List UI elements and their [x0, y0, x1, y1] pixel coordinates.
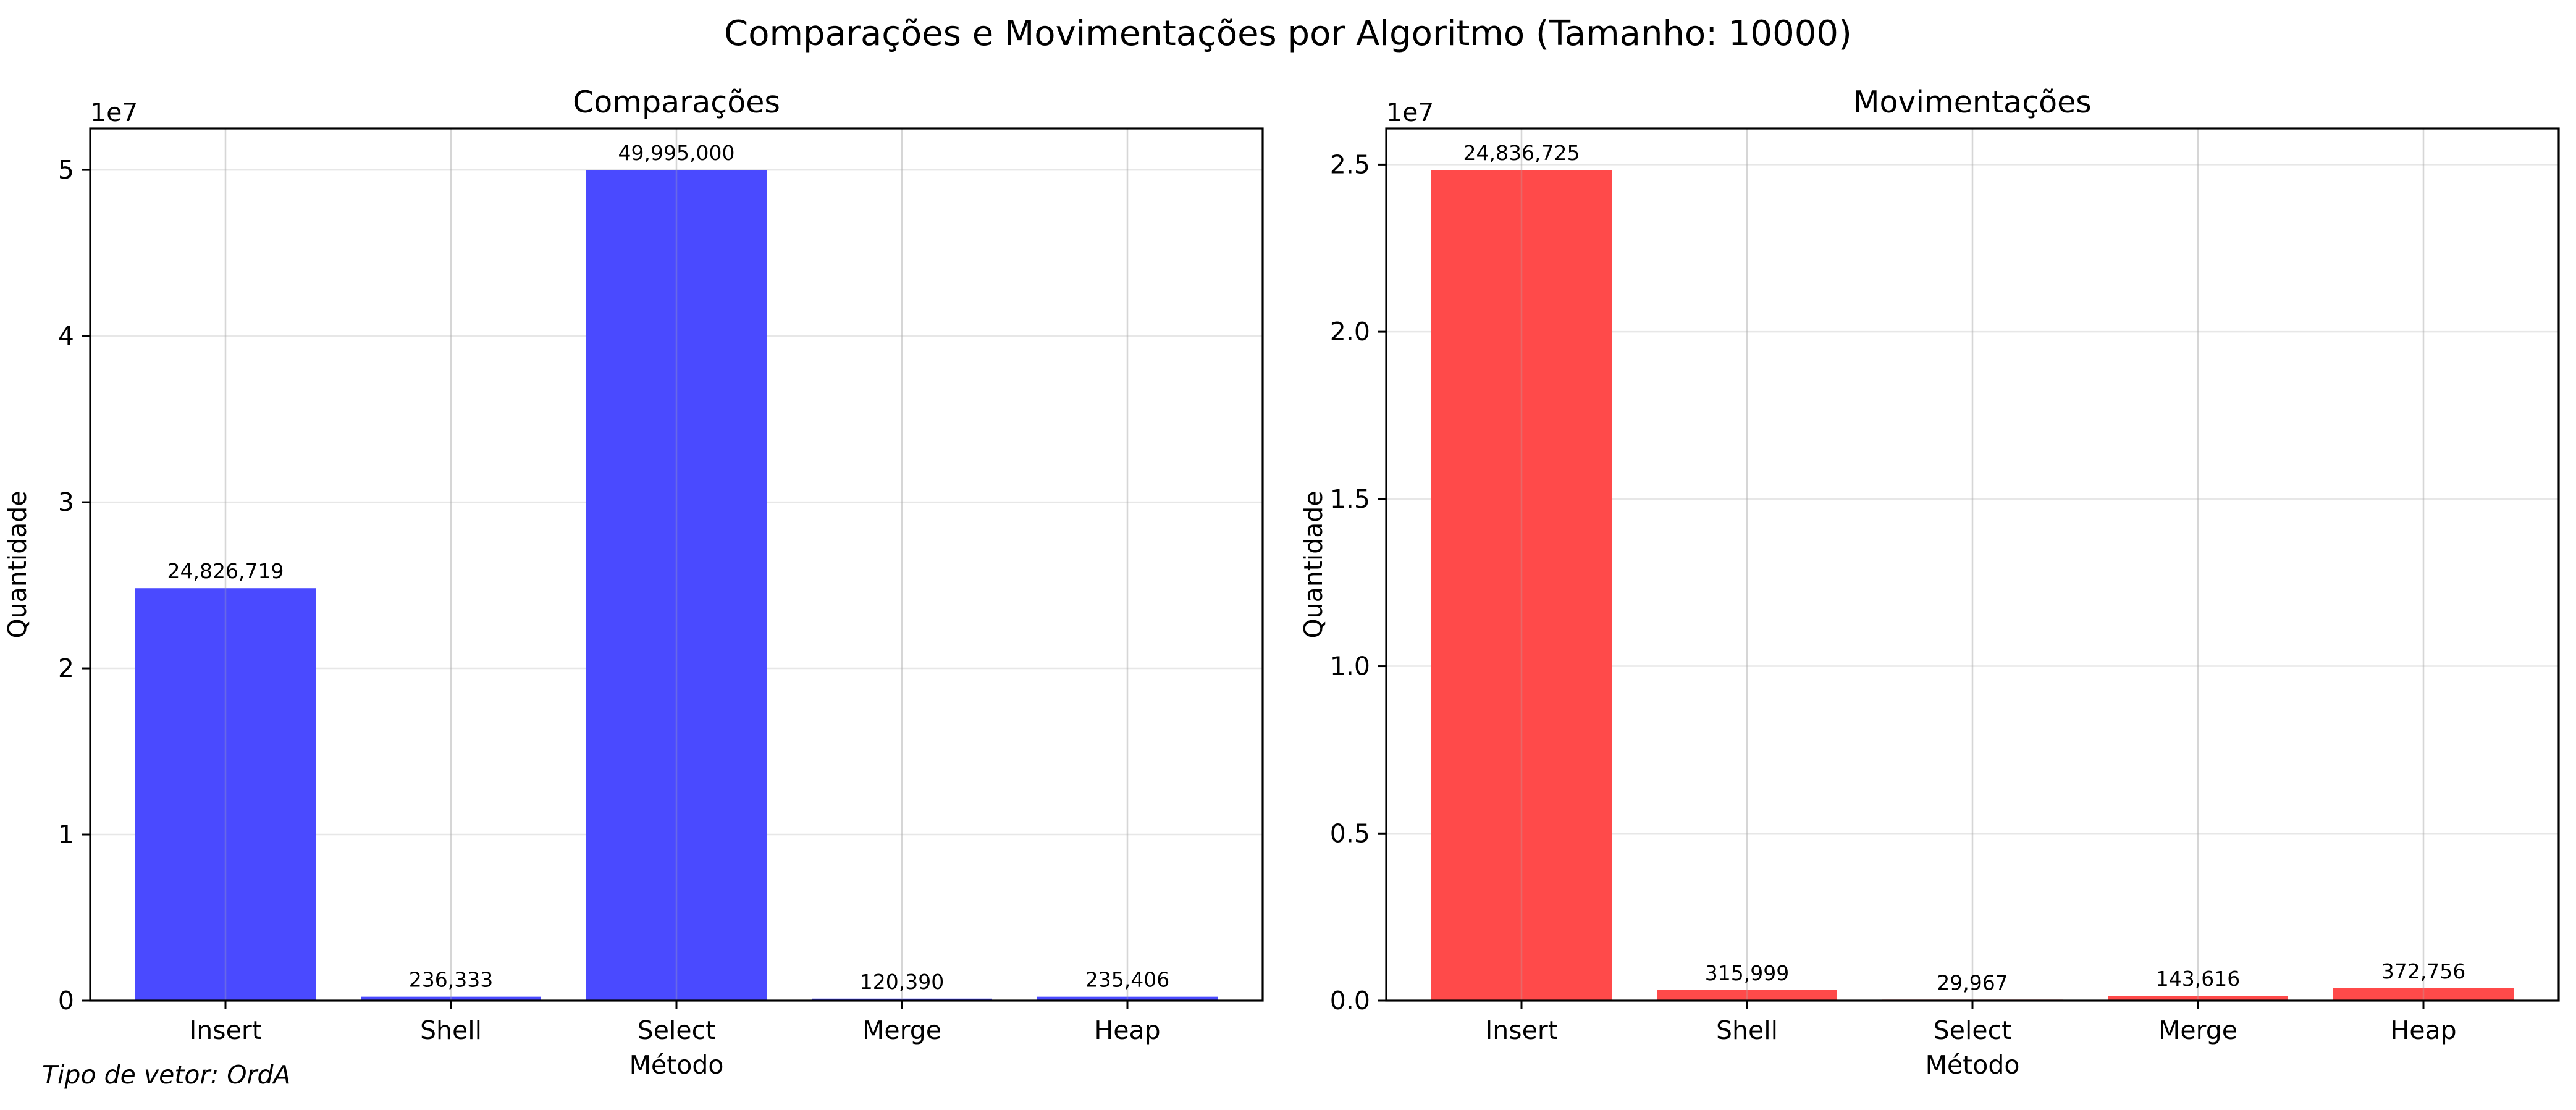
movements-y-axis-label: Quantidade	[1299, 490, 1328, 638]
comparisons-panel: 24,826,719 236,333 49,995,000 120,390 235,40…	[2, 85, 1264, 1080]
x-tick-label: Insert	[1485, 1015, 1558, 1045]
x-tick-label: Merge	[862, 1015, 941, 1045]
y-tick-label: 1	[58, 820, 74, 849]
y-tick-label: 5	[58, 155, 74, 185]
y-tick-label: 0.5	[1330, 818, 1370, 848]
y-tick-label: 2.0	[1330, 317, 1370, 347]
bar-value-label: 372,756	[2381, 959, 2465, 983]
bar-merge	[2108, 996, 2288, 1001]
x-tick-label: Select	[638, 1015, 715, 1045]
x-tick-label: Select	[1934, 1015, 2011, 1045]
x-tick-label: Heap	[2390, 1015, 2456, 1045]
y-offset-label: 1e7	[1386, 98, 1434, 127]
bar-insert	[135, 588, 316, 1001]
y-tick-label: 0	[58, 986, 74, 1015]
bar-shell	[361, 996, 541, 1001]
x-tick-label: Shell	[1716, 1015, 1778, 1045]
bar-shell	[1657, 990, 1837, 1001]
bar-heap	[2333, 988, 2514, 1001]
bar-value-label: 315,999	[1705, 961, 1789, 985]
y-tick-label: 0.0	[1330, 986, 1370, 1015]
bar-select	[586, 170, 767, 1001]
y-offset-label: 1e7	[90, 98, 138, 127]
y-tick-label: 3	[58, 487, 74, 517]
bar-value-label: 235,406	[1085, 968, 1169, 992]
bar-value-label: 236,333	[409, 968, 493, 992]
movements-x-axis-label: Método	[1926, 1050, 2020, 1080]
x-tick-label: Heap	[1094, 1015, 1160, 1045]
bar-value-label: 24,836,725	[1463, 141, 1580, 165]
y-tick-label: 4	[58, 321, 74, 351]
x-tick-label: Merge	[2158, 1015, 2237, 1045]
bar-value-label: 143,616	[2156, 967, 2240, 991]
comparisons-title: Comparações	[573, 85, 780, 120]
bar-value-label: 120,390	[860, 970, 944, 994]
x-tick-label: Shell	[420, 1015, 482, 1045]
vector-type-footnote: Tipo de vetor: OrdA	[42, 1060, 291, 1090]
bar-heap	[1037, 996, 1218, 1001]
x-tick-label: Insert	[189, 1015, 262, 1045]
movements-title: Movimentações	[1853, 85, 2092, 120]
movements-panel: 24,836,725 315,999 29,967 143,616 372,756 0.0…	[1299, 85, 2560, 1080]
bar-value-label: 24,826,719	[167, 559, 284, 583]
y-tick-label: 1.5	[1330, 484, 1370, 514]
bar-value-label: 49,995,000	[618, 141, 735, 165]
y-tick-label: 2.5	[1330, 149, 1370, 179]
bar-merge	[812, 998, 992, 1001]
comparisons-x-axis-label: Método	[629, 1050, 724, 1080]
comparisons-y-axis-label: Quantidade	[2, 490, 32, 638]
bar-insert	[1431, 170, 1612, 1001]
y-tick-label: 2	[58, 654, 74, 683]
figure-suptitle: Comparações e Movimentações por Algoritm…	[724, 14, 1852, 54]
bar-value-label: 29,967	[1937, 970, 2008, 994]
y-tick-label: 1.0	[1330, 652, 1370, 681]
